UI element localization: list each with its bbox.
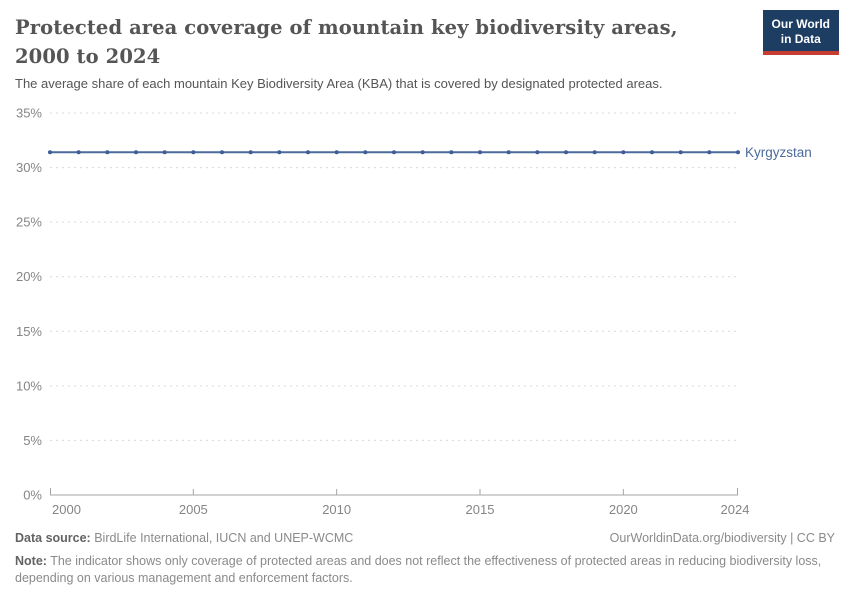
y-tick-label: 5% [23, 433, 42, 448]
y-tick-label: 30% [16, 160, 42, 175]
data-point[interactable] [392, 150, 396, 155]
data-point[interactable] [650, 150, 654, 155]
data-point[interactable] [420, 150, 425, 155]
x-tick-label: 2010 [322, 502, 351, 517]
owid-logo-line1: Our World [771, 17, 830, 31]
data-point[interactable] [162, 150, 167, 155]
chart-title: Protected area coverage of mountain key … [15, 16, 678, 68]
x-tick-label: 2015 [466, 502, 495, 517]
data-point[interactable] [621, 150, 626, 155]
x-tick-label: 2020 [609, 502, 638, 517]
data-point[interactable] [334, 150, 339, 155]
owid-logo: Our World in Data [762, 10, 839, 55]
data-point[interactable] [76, 150, 81, 155]
data-point[interactable] [220, 150, 224, 155]
data-point[interactable] [306, 150, 310, 155]
series-label-kyrgyzstan[interactable]: Kyrgyzstan [745, 145, 812, 160]
data-point[interactable] [478, 150, 482, 155]
data-point[interactable] [449, 150, 454, 155]
data-point[interactable] [248, 150, 253, 155]
chart-subtitle: The average share of each mountain Key B… [15, 76, 663, 91]
data-point[interactable] [277, 150, 282, 155]
line-chart-svg: 0% 5% 10% 15% 20% 25% 30% 35% 2000 2005 2010 2015 20… [16, 106, 812, 518]
rights-link[interactable]: OurWorldinData.org/biodiversity | CC BY [609, 531, 835, 545]
chart-plot-area: 0% 5% 10% 15% 20% 25% 30% 35% 2000 2005 2010 2015 20… [0, 100, 850, 530]
y-tick-label: 0% [23, 488, 42, 503]
data-point[interactable] [191, 150, 196, 155]
data-point[interactable] [48, 150, 52, 155]
data-source-label: Data source: [15, 531, 91, 545]
owid-logo-line2: in Data [780, 31, 821, 46]
y-tick-label: 10% [16, 378, 42, 393]
y-tick-label: 20% [16, 269, 42, 284]
data-point[interactable] [564, 150, 568, 155]
note-text: The indicator shows only coverage of pro… [15, 554, 822, 585]
data-point[interactable] [105, 150, 110, 155]
data-point[interactable] [707, 150, 712, 155]
data-point[interactable] [363, 150, 368, 155]
y-tick-label: 15% [16, 324, 42, 339]
data-point[interactable] [736, 150, 740, 155]
data-point[interactable] [134, 150, 138, 155]
note-label: Note: [15, 554, 47, 568]
data-source-text: Data source: BirdLife International, IUC… [15, 531, 353, 545]
footer-source-row: Data source: BirdLife International, IUC… [15, 531, 835, 545]
data-point[interactable] [506, 150, 511, 155]
x-tick-label: 2024 [721, 502, 750, 517]
data-source-value: BirdLife International, IUCN and UNEP-WC… [90, 531, 354, 545]
y-tick-label: 35% [16, 106, 42, 121]
data-point[interactable] [535, 150, 540, 155]
y-tick-label: 25% [16, 215, 42, 230]
data-point[interactable] [678, 150, 683, 155]
x-tick-label: 2000 [52, 502, 81, 517]
x-tick-label: 2005 [179, 502, 208, 517]
data-point[interactable] [592, 150, 597, 155]
footer-note: Note: The indicator shows only coverage … [15, 553, 835, 587]
